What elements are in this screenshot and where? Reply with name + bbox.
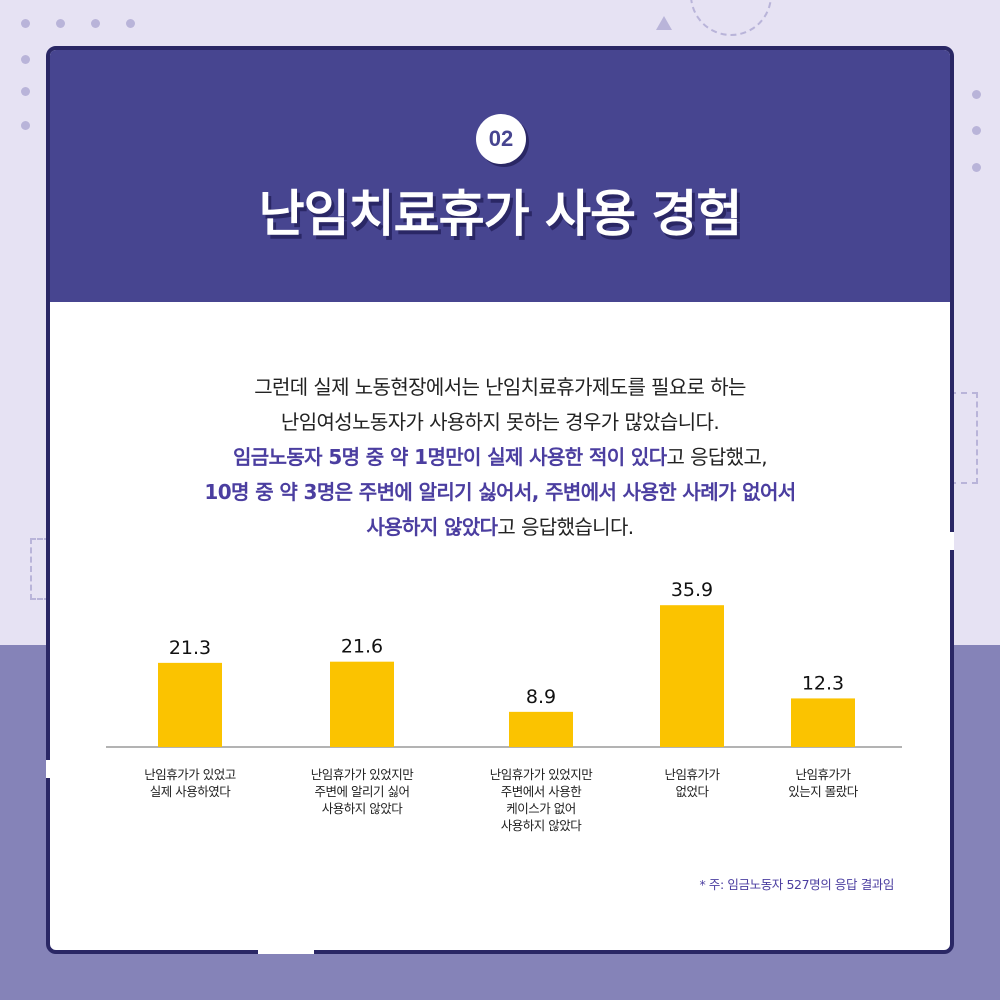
bar-chart: 21.3 21.6 8.9 35.9 12.3: [106, 579, 902, 748]
page-title: 난임치료휴가 사용 경험: [258, 185, 743, 243]
decorative-dot: [21, 87, 30, 96]
x-tick-label-line: 실제 사용하였다: [149, 784, 231, 799]
bar-value-label: 35.9: [671, 579, 713, 601]
decorative-dashed-frame-left: [30, 538, 50, 600]
intro-line-3: 임금노동자 5명 중 약 1명만이 실제 사용한 적이 있다고 응답했고,: [50, 440, 950, 475]
bar: [158, 662, 222, 747]
x-tick-label-line: 난임휴가가: [795, 767, 851, 782]
x-tick-label-line: 없었다: [675, 784, 709, 799]
x-tick-label-line: 난임휴가가 있었지만: [310, 767, 414, 782]
decorative-arc: [690, 0, 772, 36]
intro-highlight-1: 임금노동자 5명 중 약 1명만이 실제 사용한 적이 있다: [232, 445, 667, 469]
intro-highlight-2: 10명 중 약 3명은 주변에 알리기 싫어서, 주변에서 사용한 사례가 없어…: [204, 480, 796, 504]
decorative-dot: [21, 19, 30, 28]
x-tick-label-line: 주변에 알리기 싫어: [314, 784, 410, 799]
bar-value-label: 21.3: [169, 637, 211, 659]
intro-text: 그런데 실제 노동현장에서는 난임치료휴가제도를 필요로 하는 난임여성노동자가…: [50, 370, 950, 545]
x-tick-label-line: 있는지 몰랐다: [788, 784, 858, 799]
intro-line-1: 그런데 실제 노동현장에서는 난임치료휴가제도를 필요로 하는: [254, 375, 746, 399]
x-tick-label-line: 난임휴가가: [664, 767, 720, 782]
intro-line-2: 난임여성노동자가 사용하지 못하는 경우가 많았습니다.: [280, 410, 720, 434]
card-edge-notch: [946, 532, 954, 550]
x-tick-label-line: 케이스가 없어: [506, 801, 576, 816]
intro-highlight-3: 사용하지 않았다: [366, 515, 498, 539]
bar: [509, 711, 573, 747]
bar-value-label: 12.3: [802, 672, 844, 694]
intro-line-5: 사용하지 않았다고 응답했습니다.: [50, 510, 950, 545]
intro-line-4: 10명 중 약 3명은 주변에 알리기 싫어서, 주변에서 사용한 사례가 없어…: [50, 475, 950, 510]
bar: [330, 661, 394, 747]
content-card: 02 난임치료휴가 사용 경험 그런데 실제 노동현장에서는 난임치료휴가제도를…: [46, 46, 954, 954]
decorative-dot: [21, 121, 30, 130]
x-tick-label-line: 사용하지 않았다: [500, 818, 582, 833]
x-tick-label-line: 난임휴가가 있었지만: [489, 767, 593, 782]
decorative-dashed-frame-right: [950, 392, 978, 484]
decorative-dot: [21, 55, 30, 64]
x-tick-label-line: 난임휴가가 있었고: [144, 767, 236, 782]
card-edge-notch: [258, 946, 314, 954]
decorative-dot: [972, 126, 981, 135]
intro-line-5-rest: 고 응답했습니다.: [497, 515, 634, 539]
decorative-dot: [56, 19, 65, 28]
x-tick-label-line: 사용하지 않았다: [321, 801, 403, 816]
decorative-dot: [91, 19, 100, 28]
triangle-icon: [656, 16, 672, 30]
card-edge-notch: [46, 760, 54, 778]
card-header: 02 난임치료휴가 사용 경험: [50, 50, 950, 302]
footnote: * 주: 임금노동자 527명의 응답 결과임: [699, 877, 895, 892]
section-number-badge: 02: [476, 114, 526, 164]
bar-value-label: 8.9: [526, 686, 556, 708]
bar-value-label: 21.6: [341, 636, 383, 658]
x-tick-label-line: 주변에서 사용한: [500, 784, 582, 799]
bar: [660, 605, 724, 747]
decorative-dot: [972, 90, 981, 99]
intro-line-3-rest: 고 응답했고,: [666, 445, 768, 469]
decorative-dot: [972, 163, 981, 172]
bar: [791, 698, 855, 747]
decorative-dot: [126, 19, 135, 28]
